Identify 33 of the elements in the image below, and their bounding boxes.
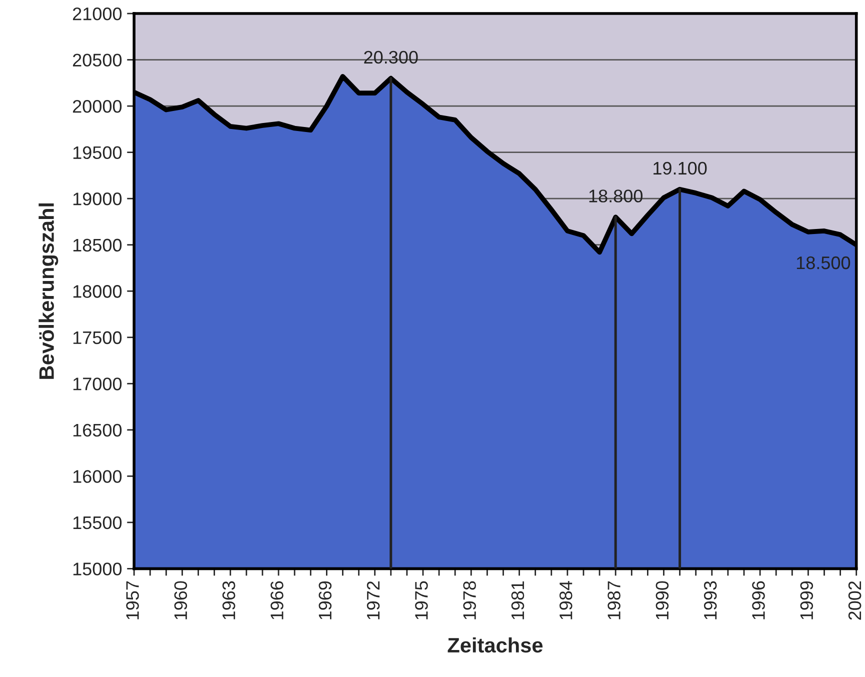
- x-tick-label: 1981: [511, 581, 524, 620]
- annotation: 19.100: [654, 162, 707, 175]
- y-tick-label: 20000: [72, 100, 122, 113]
- y-tick-label: 19500: [73, 146, 122, 160]
- y-tick-label: 17500: [73, 331, 122, 344]
- x-tick-label: 1996: [752, 581, 765, 620]
- y-tick-label: 16000: [73, 470, 122, 483]
- x-tick-label: 1975: [415, 581, 428, 620]
- y-tick-label: 15000: [73, 562, 122, 576]
- x-tick-label: 1999: [800, 581, 814, 620]
- x-tick-label: 1972: [366, 581, 380, 620]
- x-tick-label: 1960: [174, 581, 188, 620]
- annotation: 18.500: [796, 256, 850, 270]
- y-tick-label: 16500: [73, 424, 122, 437]
- x-tick-label: 1993: [704, 581, 717, 620]
- y-axis-title: Bevölkerungszahl: [38, 203, 58, 379]
- y-tick-label: 20500: [72, 54, 122, 67]
- x-tick-label: 1984: [560, 581, 572, 620]
- y-tick-label: 18500: [73, 238, 122, 252]
- y-tick-label: 15500: [73, 516, 122, 530]
- x-tick-label: 1969: [318, 581, 332, 620]
- x-tick-label: 1990: [656, 581, 669, 620]
- x-tick-label: 1963: [222, 581, 236, 620]
- x-tick-label: 1957: [126, 581, 139, 620]
- x-tick-label: 1966: [270, 581, 284, 620]
- y-tick-label: 21000: [72, 7, 122, 20]
- x-tick-label: 1987: [608, 581, 620, 620]
- y-tick-label: 17000: [73, 378, 122, 390]
- x-tick-label: 2002: [848, 581, 862, 620]
- x-axis-title: Zeitachse: [448, 637, 543, 653]
- y-tick-label: 19000: [73, 192, 122, 206]
- x-tick-label: 1978: [463, 581, 476, 620]
- y-tick-label: 18000: [73, 285, 122, 298]
